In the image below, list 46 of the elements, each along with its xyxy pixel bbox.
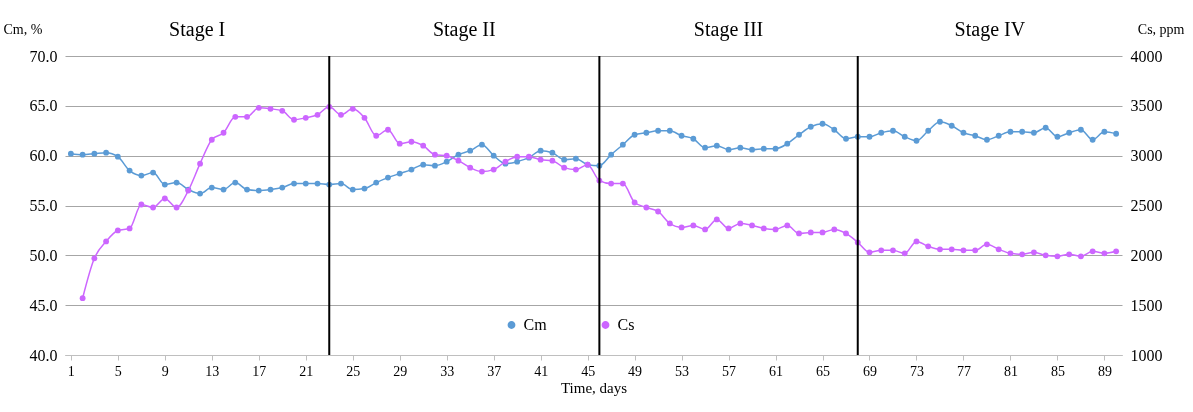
y2-tick-label: 2000 [1130,246,1163,264]
x-tick-label: 21 [299,363,314,379]
y2-tick-label: 3000 [1130,147,1163,165]
x-tick-label: 65 [816,363,831,379]
y-tick-label: 50.0 [29,246,58,264]
x-tick-label: 17 [252,363,267,379]
text: Stage IV [954,18,1026,41]
x-tick-label: 9 [161,363,169,379]
y-axis-title: Cm, % [3,21,43,37]
x-tick-label: 61 [769,363,784,379]
x-axis-title: Time, days [560,379,628,396]
y2-tick-label: 2500 [1130,197,1163,214]
x-tick-label: 41 [534,363,549,379]
y-tick-label: 55.0 [29,197,58,214]
x-tick-label: 73 [909,363,924,379]
text: Stage I [169,18,226,41]
x-tick-label: 37 [487,363,502,379]
x-tick-label: 49 [628,363,643,379]
x-tick-label: 1 [67,363,75,379]
y-tick-label: 65.0 [29,97,58,115]
x-tick-label: 89 [1097,363,1112,379]
y-tick-label: 70.0 [29,47,58,65]
x-tick-label: 85 [1050,363,1065,379]
x-tick-label: 57 [722,363,737,379]
x-tick-label: 33 [440,363,455,379]
y2-tick-label: 3500 [1130,97,1163,115]
x-tick-label: 29 [393,363,408,379]
x-tick-label: 77 [956,363,971,379]
legend-label: Cm [523,316,548,333]
x-tick-label: 53 [675,363,690,379]
y2-tick-label: 4000 [1130,47,1163,65]
x-tick-label: 69 [862,363,877,379]
x-tick-label: 45 [581,363,596,379]
text: Stage II [432,18,496,41]
y-tick-label: 45.0 [29,296,58,314]
x-tick-label: 25 [346,363,361,379]
x-tick-label: 81 [1003,363,1018,379]
y2-axis-title: Cs, ppm [1137,21,1185,37]
y2-tick-label: 1500 [1130,296,1163,314]
text: Stage III [693,18,764,41]
y-tick-label: 60.0 [29,147,58,165]
y2-tick-label: 1000 [1130,346,1163,364]
x-tick-label: 13 [205,363,220,379]
y-tick-label: 40.0 [29,346,58,364]
legend-label: Cs [617,316,635,333]
x-tick-label: 5 [114,363,122,379]
